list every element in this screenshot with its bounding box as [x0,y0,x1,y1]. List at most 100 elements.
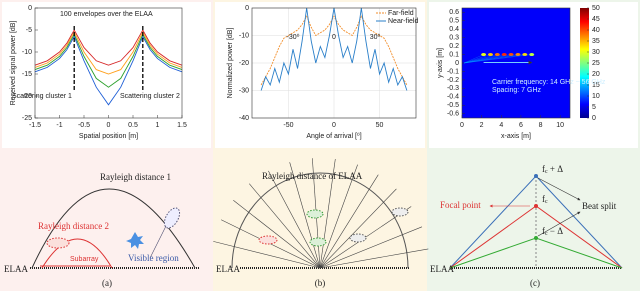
focal-spot [529,53,535,57]
label: Visible region [128,253,179,263]
y-tick-label: -0.3 [447,85,459,92]
y-tick-label: 0.5 [449,18,459,25]
cluster [46,237,70,249]
x-tick-label: 6 [519,122,523,129]
x-tick-label: 0 [107,122,111,129]
cluster [306,209,324,219]
colorbar-label: 20 [592,71,600,78]
annotation: Spacing: 7 GHz [492,87,542,94]
colorbar [580,8,589,118]
x-tick-label: 1 [156,122,160,129]
annotation: Scattering cluster 2 [120,93,180,100]
series-line [260,15,408,86]
annotation: Scattering cluster 1 [12,93,72,100]
ray [319,226,423,269]
freq-part: f [542,226,545,236]
caption: (c) [530,278,540,288]
ray [319,174,379,269]
y-axis-label: Received signal power [dB] [10,21,17,106]
y-tick-label: -0.2 [447,77,459,84]
caption: (b) [315,278,326,288]
y-tick-label: 0.6 [449,9,459,16]
diagram-c: Focal point Beat split ELAA (c) [430,174,623,288]
x-axis-label: x-axis [m] [501,133,531,140]
y-tick-label: -0.1 [447,68,459,75]
colorbar-label: 15 [592,82,600,89]
y-tick-label: 0 [245,5,249,12]
caption: (a) [102,278,112,288]
x-tick-label: 0.5 [128,122,138,129]
diagram-a: Rayleigh distance 1 Rayleigh distance 2 … [4,172,200,288]
freq-label: fc − Δ [542,226,563,237]
y-tick-label: 0.2 [449,43,459,50]
x-tick-label: 10 [556,122,564,129]
ray [213,241,321,269]
colorbar-label: 40 [592,27,600,34]
freq-part: c [545,231,548,237]
freq-part: − Δ [548,226,564,236]
colorbar-label: 0 [592,115,596,122]
y-axis-label: Normalized power [dB] [227,28,234,99]
x-tick-label: 1.5 [177,122,187,129]
focus [534,236,538,240]
y-tick-label: 0.4 [449,26,459,33]
y-tick-label: -15 [22,71,32,78]
freq-part: + Δ [548,164,564,174]
y-tick-label: -10 [239,32,249,39]
legend-label: Far-field [388,10,414,17]
freq-part: f [542,194,545,204]
y-tick-label: -0.4 [447,94,459,101]
focal-spot [487,53,493,57]
ray [249,183,321,269]
x-tick-label: 50 [376,122,384,129]
label: Focal point [440,200,481,210]
x-tick-label: 2 [480,122,484,129]
x-tick-label: 0 [332,122,336,129]
freq-label: fc [542,194,548,205]
arc [231,172,409,269]
x-tick-label: -1 [56,122,62,129]
arc [31,188,196,269]
rays [213,158,429,269]
colorbar-label: 50 [592,5,600,12]
focal-spot [501,53,507,57]
annotation: 30⁰ [370,33,381,41]
focus [534,174,538,178]
y-tick-label: -30 [239,87,249,94]
pointer [537,211,581,237]
x-axis-label: Angle of arrival [⁰] [306,132,361,140]
label: Rayleigh distance 2 [38,221,109,231]
colorbar-label: 10 [592,93,600,100]
freq-part: f [542,164,545,174]
beam-ray [463,54,532,64]
focal-spot [481,53,487,57]
x-tick-label: 0 [460,122,464,129]
y-tick-label: 0 [28,5,32,12]
freq-label: fc + Δ [542,164,563,175]
y-tick-label: -20 [239,60,249,67]
series-line [34,31,183,75]
y-tick-label: 0 [455,60,459,67]
ray [268,170,321,269]
series-line [34,35,183,106]
series-line [34,29,183,66]
annotation: 100 envelopes over the ELAA [60,11,153,18]
y-tick-label: -20 [22,93,32,100]
y-tick-label: -25 [22,115,32,122]
colorbar-label: 25 [592,60,600,67]
label: Beat split [582,201,617,211]
cluster [258,235,278,245]
ray [233,200,321,269]
ray [289,162,321,269]
y-axis-label: y-axis [m] [437,48,444,78]
beam-ray [463,54,491,64]
y-tick-label: -5 [26,27,32,34]
diagram-b: Rayleigh distance of ELAA ELAA (b) [213,158,429,288]
plot-frame [251,7,417,119]
colorbar-label: 45 [592,16,600,23]
legend-label: Near-field [388,18,418,25]
label: ELAA [216,264,240,274]
y-tick-label: 0.3 [449,34,459,41]
label: ELAA [4,264,28,274]
